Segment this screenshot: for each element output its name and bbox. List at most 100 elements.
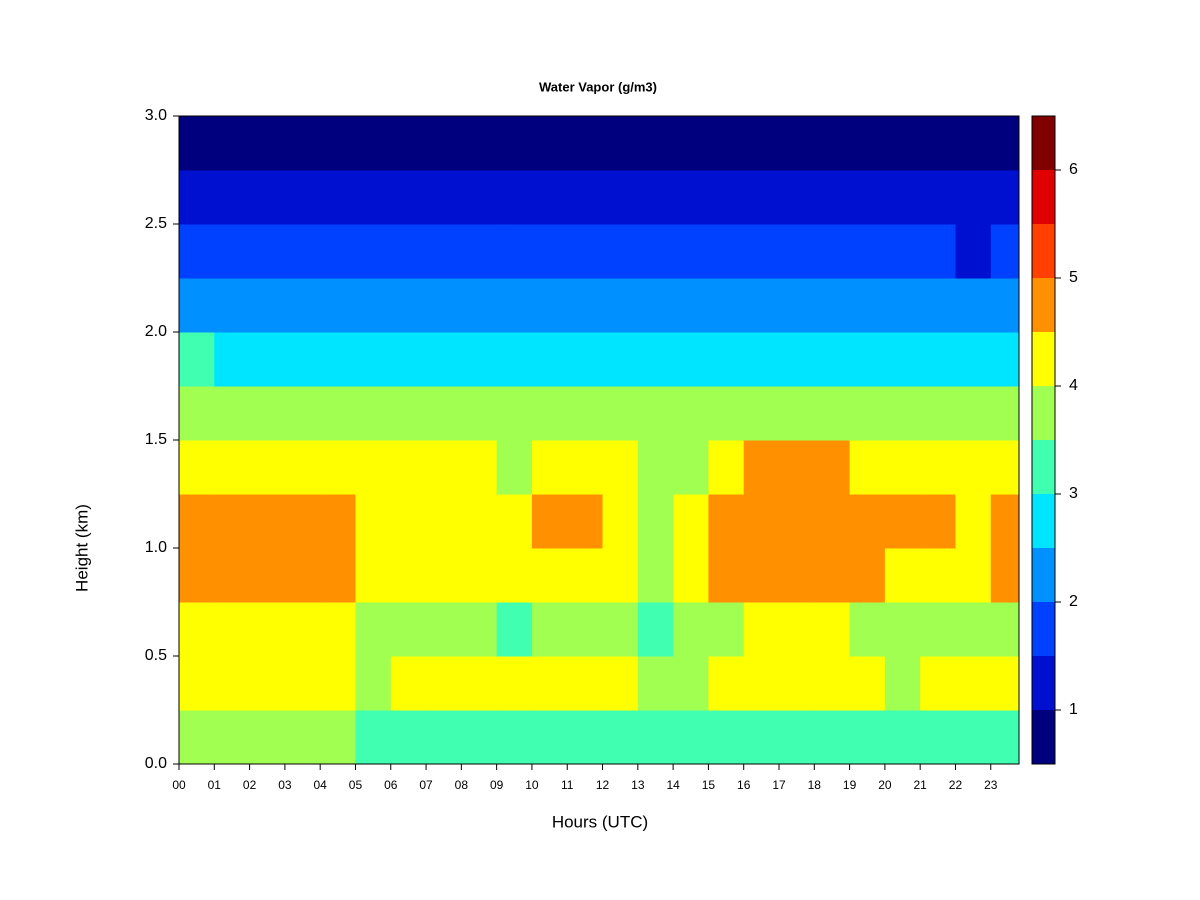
colorbar-tick-label: 5 xyxy=(1069,269,1078,286)
contour-cell xyxy=(990,278,1020,333)
contour-cell xyxy=(461,332,498,387)
contour-cell xyxy=(284,386,321,441)
contour-cell xyxy=(284,224,321,279)
contour-cell xyxy=(602,332,639,387)
contour-cell xyxy=(637,440,674,495)
colorbar-swatch xyxy=(1032,386,1055,440)
contour-cell xyxy=(461,386,498,441)
contour-cell xyxy=(179,494,215,549)
contour-cell xyxy=(284,170,321,225)
contour-cell xyxy=(179,116,215,171)
contour-cell xyxy=(637,602,674,657)
contour-cell xyxy=(179,386,215,441)
contour-cell xyxy=(567,116,604,171)
contour-cell xyxy=(355,332,392,387)
contour-cell xyxy=(814,548,851,603)
contour-cell xyxy=(814,656,851,711)
x-tick-label: 02 xyxy=(243,778,257,792)
contour-cell xyxy=(426,116,462,171)
x-tick-label: 13 xyxy=(631,778,645,792)
contour-cell xyxy=(990,494,1020,549)
contour-cell xyxy=(426,224,462,279)
contour-cell xyxy=(320,278,356,333)
contour-cell xyxy=(743,602,780,657)
contour-cell xyxy=(673,440,709,495)
contour-cell xyxy=(814,494,851,549)
contour-cell xyxy=(249,332,286,387)
contour-cell xyxy=(355,224,392,279)
contour-cell xyxy=(496,494,533,549)
contour-cell xyxy=(637,170,674,225)
contour-cell xyxy=(496,710,533,765)
contour-cell xyxy=(320,224,356,279)
contour-cell xyxy=(390,224,427,279)
contour-cell xyxy=(567,278,604,333)
contour-cell xyxy=(884,332,921,387)
contour-cell xyxy=(567,656,604,711)
contour-cell xyxy=(955,548,992,603)
contour-cell xyxy=(320,548,356,603)
contour-cell xyxy=(920,494,956,549)
contour-cell xyxy=(496,386,533,441)
contour-cell xyxy=(214,548,251,603)
contour-cell xyxy=(320,710,356,765)
contour-cell xyxy=(673,548,709,603)
contour-cell xyxy=(779,386,815,441)
contour-cell xyxy=(390,170,427,225)
contour-cell xyxy=(990,602,1020,657)
x-tick-label: 12 xyxy=(596,778,610,792)
contour-cell xyxy=(320,170,356,225)
contour-cell xyxy=(955,494,992,549)
contour-cell xyxy=(249,386,286,441)
chart-title: Water Vapor (g/m3) xyxy=(539,79,657,94)
contour-cell xyxy=(779,710,815,765)
contour-cell xyxy=(355,494,392,549)
y-tick-label: 2.5 xyxy=(145,215,167,232)
contour-cell xyxy=(673,278,709,333)
contour-cell xyxy=(814,386,851,441)
x-tick-label: 23 xyxy=(984,778,998,792)
colorbar-swatch xyxy=(1032,494,1055,548)
contour-cell xyxy=(955,440,992,495)
contour-cell xyxy=(355,656,392,711)
contour-cell xyxy=(849,278,886,333)
contour-cell xyxy=(849,602,886,657)
colorbar-swatch xyxy=(1032,332,1055,386)
contour-cell xyxy=(602,710,639,765)
x-tick-label: 10 xyxy=(525,778,539,792)
x-tick-label: 21 xyxy=(913,778,927,792)
x-tick-label: 18 xyxy=(808,778,822,792)
contour-cell xyxy=(920,602,956,657)
contour-cell xyxy=(920,656,956,711)
contour-cell xyxy=(531,386,568,441)
contour-cell xyxy=(849,494,886,549)
contour-cell xyxy=(708,278,745,333)
contour-cell xyxy=(179,602,215,657)
contour-cell xyxy=(814,170,851,225)
contour-cell xyxy=(955,170,992,225)
contour-cell xyxy=(179,656,215,711)
contour-cell xyxy=(743,170,780,225)
contour-cell xyxy=(884,116,921,171)
contour-cell xyxy=(673,170,709,225)
contour-cell xyxy=(249,494,286,549)
contour-cell xyxy=(920,332,956,387)
contour-cell xyxy=(884,656,921,711)
contour-cell xyxy=(179,440,215,495)
contour-cell xyxy=(531,278,568,333)
contour-cell xyxy=(461,116,498,171)
contour-cell xyxy=(249,548,286,603)
contour-cell xyxy=(849,386,886,441)
contour-cell xyxy=(849,170,886,225)
contour-cell xyxy=(849,656,886,711)
contour-cell xyxy=(214,224,251,279)
contour-cell xyxy=(531,116,568,171)
contour-cell xyxy=(708,494,745,549)
contour-cell xyxy=(390,440,427,495)
contour-cell xyxy=(320,440,356,495)
contour-cell xyxy=(673,710,709,765)
x-tick-label: 15 xyxy=(702,778,716,792)
contour-cell xyxy=(920,116,956,171)
contour-cell xyxy=(920,710,956,765)
